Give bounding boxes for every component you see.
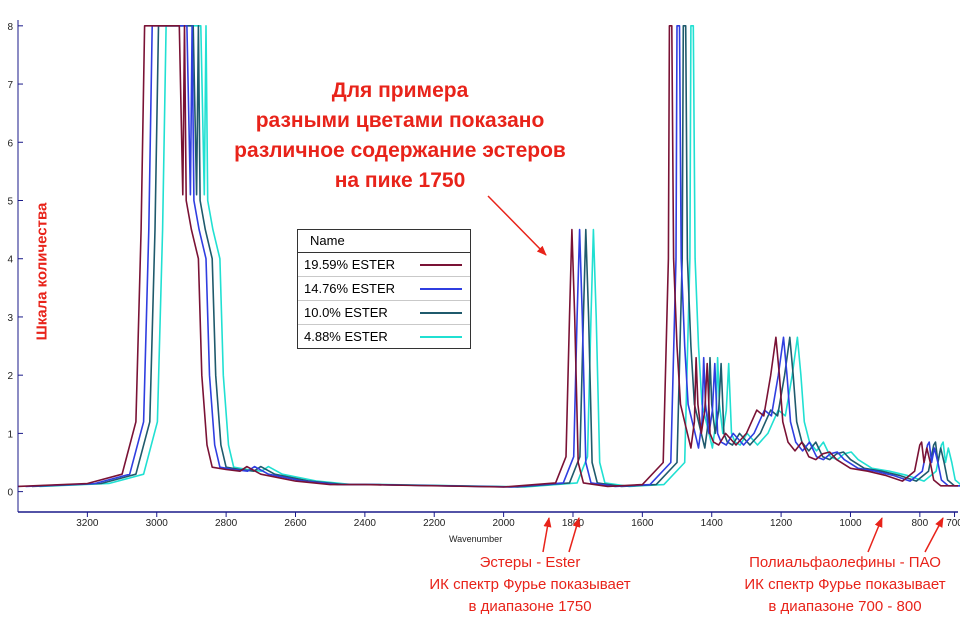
pao-annotation: Полиальфаолефины - ПАО ИК спектр Фурье п… xyxy=(720,552,960,618)
x-tick-label: 2000 xyxy=(492,518,515,529)
x-tick-label: 1400 xyxy=(701,518,724,529)
legend-item: 14.76% ESTER xyxy=(298,277,470,301)
y-tick-label: 1 xyxy=(7,429,13,440)
x-tick-label: 2600 xyxy=(284,518,307,529)
x-tick-label: 700 xyxy=(946,518,960,529)
y-tick-label: 3 xyxy=(7,313,13,324)
annotation-line: различное содержание эстеров xyxy=(234,139,566,162)
y-tick-label: 8 xyxy=(7,22,13,33)
legend-item: 4.88% ESTER xyxy=(298,325,470,348)
x-tick-label: 2200 xyxy=(423,518,446,529)
series-line xyxy=(25,25,960,488)
arrow-to-ester-peak xyxy=(487,195,547,256)
x-tick-label: 1200 xyxy=(770,518,793,529)
legend-item: 10.0% ESTER xyxy=(298,301,470,325)
x-tick-label: 2400 xyxy=(354,518,377,529)
y-tick-label: 2 xyxy=(7,371,13,382)
y-tick-label: 4 xyxy=(7,255,13,266)
y-tick-label: 6 xyxy=(7,138,13,149)
legend-label: 4.88% ESTER xyxy=(304,329,388,344)
annotation-line: на пике 1750 xyxy=(334,169,466,192)
legend: Name 19.59% ESTER 14.76% ESTER 10.0% EST… xyxy=(297,229,471,349)
arrow-to-800 xyxy=(867,517,883,553)
arrow-to-700 xyxy=(924,517,944,553)
x-axis-label: Wavenumber xyxy=(449,534,503,544)
annotation-line: разными цветами показано xyxy=(255,109,545,132)
arrow-to-1700 xyxy=(568,517,581,553)
legend-label: 14.76% ESTER xyxy=(304,281,396,296)
legend-item: 19.59% ESTER xyxy=(298,253,470,277)
series-layer xyxy=(17,25,960,488)
chart-annotation-title: Для примера разными цветами показано раз… xyxy=(230,76,570,196)
arrow-to-1800 xyxy=(542,517,552,553)
ticks-layer: 0 1 2 3 4 5 6 7 8 3200 3000 2800 2600 2400 2200 2000 180… xyxy=(7,22,960,529)
y-tick-label: 0 xyxy=(7,488,13,499)
x-tick-label: 800 xyxy=(912,518,929,529)
x-tick-label: 3200 xyxy=(76,518,99,529)
x-tick-label: 3000 xyxy=(146,518,169,529)
annotation-line: ИК спектр Фурье показывает xyxy=(429,576,631,593)
axes-layer xyxy=(17,20,958,513)
annotation-line: Для примера xyxy=(331,79,469,102)
ester-annotation: Эстеры - Ester ИК спектр Фурье показывае… xyxy=(395,552,665,618)
annotation-line: Полиальфаолефины - ПАО xyxy=(749,554,941,571)
x-tick-label: 1600 xyxy=(631,518,654,529)
series-line xyxy=(39,25,960,488)
legend-swatch xyxy=(420,336,462,338)
y-axis-label: Шкала количества xyxy=(33,202,51,341)
legend-label: 10.0% ESTER xyxy=(304,305,388,320)
annotation-arrows xyxy=(487,195,944,553)
y-tick-label: 5 xyxy=(7,196,13,207)
annotation-line: Эстеры - Ester xyxy=(479,554,581,571)
x-tick-label: 2800 xyxy=(215,518,238,529)
annotation-line: ИК спектр Фурье показывает xyxy=(744,576,946,593)
legend-title: Name xyxy=(298,230,470,253)
annotation-line: в диапазоне 1750 xyxy=(468,598,592,615)
legend-swatch xyxy=(420,288,462,290)
y-tick-label: 7 xyxy=(7,80,13,91)
legend-swatch xyxy=(420,312,462,314)
series-line xyxy=(17,25,958,488)
series-line xyxy=(31,25,960,488)
legend-label: 19.59% ESTER xyxy=(304,257,396,272)
x-tick-label: 1000 xyxy=(839,518,862,529)
x-tick-label: 1800 xyxy=(562,518,585,529)
annotation-line: в диапазоне 700 - 800 xyxy=(768,598,922,615)
legend-swatch xyxy=(420,264,462,266)
